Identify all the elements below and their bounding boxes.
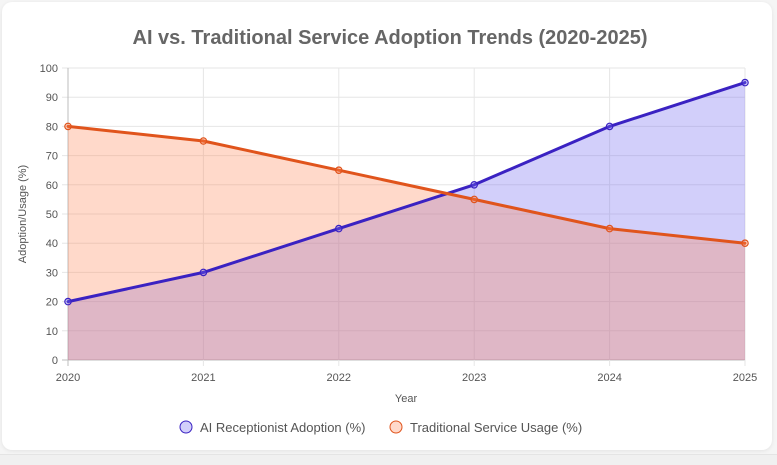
legend-item-2[interactable]: Traditional Service Usage (%) xyxy=(389,420,582,435)
data-point[interactable] xyxy=(470,195,479,204)
series-area-1 xyxy=(68,82,745,360)
x-tick-label: 2025 xyxy=(733,372,757,384)
data-point[interactable] xyxy=(470,181,479,189)
y-tick-label: 10 xyxy=(46,326,58,338)
series-points xyxy=(64,78,749,306)
legend-item-1[interactable]: AI Receptionist Adoption (%) xyxy=(179,420,365,435)
x-tick-label: 2023 xyxy=(462,372,486,384)
series-area-2 xyxy=(68,126,745,361)
chart-card xyxy=(2,2,772,450)
legend-label: AI Receptionist Adoption (%) xyxy=(200,420,365,435)
series-line-1 xyxy=(66,81,747,304)
x-tick-label: 2020 xyxy=(56,372,80,384)
chart-title: AI vs. Traditional Service Adoption Tren… xyxy=(133,27,648,49)
y-tick-label: 30 xyxy=(46,267,58,279)
y-tick-label: 20 xyxy=(46,297,58,309)
data-point[interactable] xyxy=(199,268,208,277)
data-point[interactable] xyxy=(199,137,208,145)
data-point[interactable] xyxy=(64,297,72,306)
x-tick-label: 2021 xyxy=(191,372,215,384)
y-tick-label: 50 xyxy=(46,209,58,221)
page-footer-strip xyxy=(0,454,777,465)
y-axis-ticks: 0 10 20 30 40 50 60 70 80 90 100 xyxy=(40,63,58,367)
data-point[interactable] xyxy=(741,239,749,248)
y-tick-label: 100 xyxy=(40,63,58,75)
x-tick-label: 2024 xyxy=(597,372,621,384)
legend-label: Traditional Service Usage (%) xyxy=(410,420,582,435)
x-axis-ticks: 2020 2021 2022 2023 2024 2025 xyxy=(56,372,757,384)
y-tick-label: 90 xyxy=(46,92,58,104)
data-point[interactable] xyxy=(605,224,614,233)
y-tick-label: 0 xyxy=(52,355,58,367)
data-point[interactable] xyxy=(334,166,343,175)
series-lines xyxy=(66,81,747,304)
series-line-2 xyxy=(66,124,747,245)
data-point[interactable] xyxy=(64,122,72,131)
series-areas xyxy=(68,82,745,361)
y-tick-label: 70 xyxy=(46,151,58,163)
data-point[interactable] xyxy=(605,122,614,131)
data-point[interactable] xyxy=(741,78,749,87)
data-point[interactable] xyxy=(334,224,343,233)
y-tick-label: 80 xyxy=(46,121,58,133)
legend-swatch xyxy=(179,420,193,434)
y-axis-label: Adoption/Usage (%) xyxy=(17,165,29,263)
legend-swatch xyxy=(389,420,403,434)
x-axis-label: Year xyxy=(395,393,418,405)
x-tick-label: 2022 xyxy=(327,372,351,384)
chart-legend: AI Receptionist Adoption (%) Traditional … xyxy=(179,420,582,435)
y-tick-label: 40 xyxy=(46,238,58,250)
y-tick-label: 60 xyxy=(46,180,58,192)
